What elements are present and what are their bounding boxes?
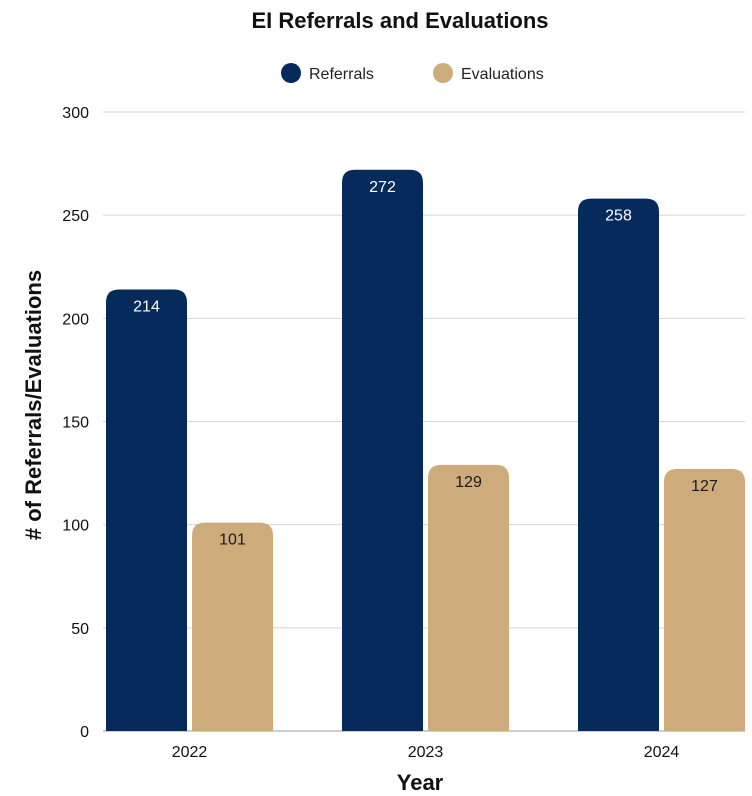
y-tick-label: 100 [62, 518, 89, 535]
legend: Referrals Evaluations [281, 63, 544, 83]
legend-label-referrals: Referrals [309, 66, 374, 83]
x-tick-label: 2023 [408, 744, 444, 761]
bar-referrals-2022 [106, 289, 187, 731]
y-tick-label: 150 [62, 415, 89, 432]
bar-evaluations-2024 [664, 468, 745, 731]
legend-marker-evaluations [433, 63, 453, 83]
y-tick-label: 0 [80, 724, 89, 741]
data-label-referrals-2024: 258 [605, 208, 632, 225]
bar-evaluations-2022 [192, 522, 273, 731]
y-axis-ticks: 0 50 100 150 200 250 300 [62, 105, 89, 741]
bars [106, 169, 745, 732]
data-label-referrals-2023: 272 [369, 179, 396, 196]
y-tick-label: 200 [62, 311, 89, 328]
x-axis-title: Year [397, 770, 444, 795]
x-tick-label: 2024 [644, 744, 680, 761]
y-tick-label: 50 [71, 621, 89, 638]
y-tick-label: 300 [62, 105, 89, 122]
x-tick-label: 2022 [172, 744, 208, 761]
data-labels: 214 101 272 129 258 127 [133, 179, 718, 549]
y-tick-label: 250 [62, 208, 89, 225]
data-label-evaluations-2024: 127 [691, 478, 718, 495]
y-axis-title: # of Referrals/Evaluations [21, 270, 46, 540]
data-label-evaluations-2022: 101 [219, 532, 246, 549]
data-label-evaluations-2023: 129 [455, 474, 482, 491]
bar-referrals-2024 [578, 198, 659, 731]
chart-title: EI Referrals and Evaluations [251, 8, 548, 33]
legend-marker-referrals [281, 63, 301, 83]
bar-evaluations-2023 [428, 464, 509, 731]
legend-label-evaluations: Evaluations [461, 66, 544, 83]
x-axis-ticks: 2022 2023 2024 [172, 744, 680, 761]
bar-referrals-2023 [342, 169, 423, 732]
data-label-referrals-2022: 214 [133, 298, 160, 315]
